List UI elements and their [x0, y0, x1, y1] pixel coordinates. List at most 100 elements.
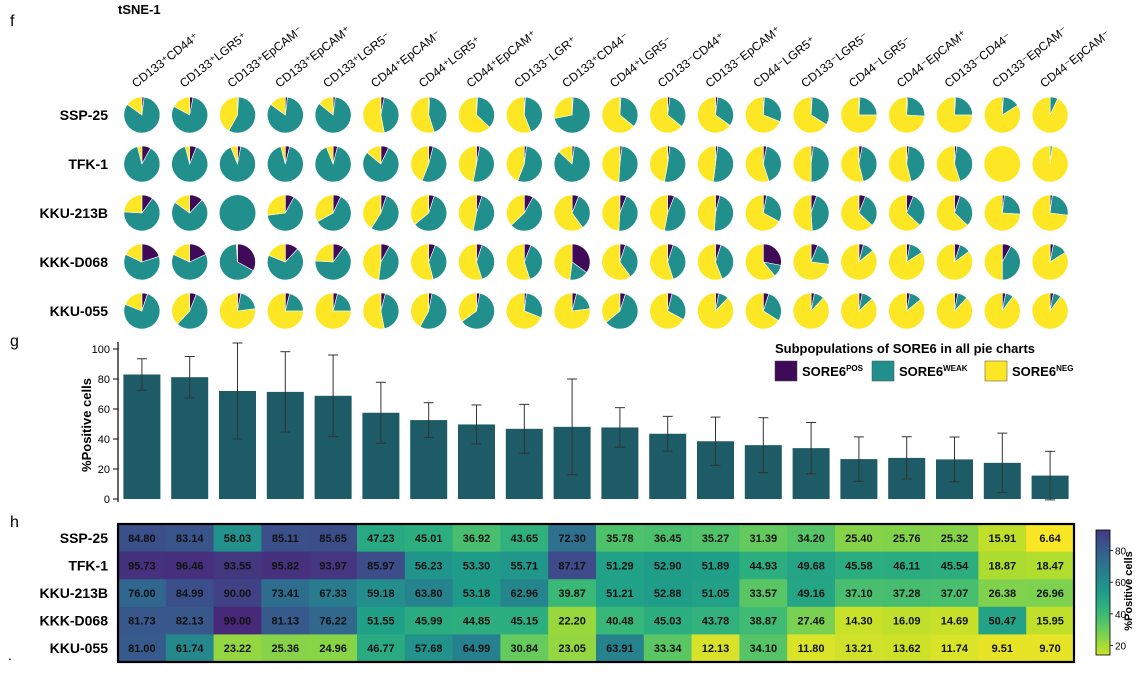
- heatmap-cell: [118, 606, 167, 635]
- colorbar-tick-label: 20: [1115, 642, 1127, 653]
- pie-slice-weak: [414, 195, 447, 232]
- heatmap-cell-label: 37.07: [941, 588, 969, 600]
- pie-slice-neg: [888, 96, 925, 134]
- pie-slice-neg: [792, 194, 813, 232]
- pie-slice-neg: [318, 96, 334, 116]
- pie-slice-neg: [601, 194, 621, 232]
- heatmap-cell-label: 43.78: [702, 616, 730, 628]
- heatmap-cell-label: 34.10: [750, 643, 778, 655]
- pie-slice-weak: [663, 145, 686, 183]
- heatmap-cell-label: 14.69: [941, 616, 969, 628]
- heatmap-cell-label: 61.74: [176, 643, 204, 655]
- pie-slice-weak: [954, 96, 973, 116]
- pie-slice-weak: [461, 292, 495, 330]
- pie-slice-neg: [553, 243, 573, 281]
- pie-slice-weak: [762, 293, 782, 322]
- legend-entry-base: SORE6: [1012, 364, 1056, 379]
- heatmap-cell: [739, 606, 788, 635]
- pie-slice-neg: [362, 292, 385, 330]
- heatmap-cell-label: 53.18: [463, 588, 491, 600]
- heatmap-cell: [739, 579, 788, 608]
- bar-y-ticks: 0 20 40 60 80 100: [92, 344, 118, 506]
- pie-slice-neg: [745, 145, 770, 183]
- pie-slice-neg: [984, 194, 1021, 232]
- pie-slice-neg: [314, 194, 334, 223]
- heatmap-cell-label: 40.48: [606, 616, 634, 628]
- pie-slice-weak: [663, 195, 686, 232]
- heatmap-cell-label: 73.41: [272, 588, 300, 600]
- footnote-mark: .: [8, 647, 12, 663]
- pie-slice-neg: [649, 96, 682, 134]
- pie-slice-weak: [228, 96, 256, 134]
- heatmap-cell-label: 87.17: [558, 560, 586, 572]
- pie-slice-neg: [184, 145, 190, 165]
- pie-slice-neg: [458, 243, 483, 281]
- heatmap-cell: [1026, 579, 1075, 608]
- heatmap-cell-label: 43.65: [511, 533, 539, 545]
- heatmap-cell: [452, 606, 501, 635]
- heatmap-cell: [404, 524, 453, 552]
- pie-slice-neg: [697, 194, 716, 232]
- heatmap-cell-label: 81.73: [128, 616, 156, 628]
- heatmap-cell-label: 36.92: [463, 533, 491, 545]
- heatmap-cell-label: 76.00: [128, 588, 156, 600]
- pie-slice-neg: [601, 243, 631, 281]
- heatmap-cell-label: 95.82: [272, 560, 300, 572]
- heatmap-cell-label: 35.27: [702, 533, 730, 545]
- heatmap-cell: [261, 634, 310, 663]
- heatmap-cell: [643, 579, 692, 608]
- heatmap-cell-label: 62.96: [511, 588, 539, 600]
- pie-slice-neg: [558, 145, 573, 165]
- bar-y-tick-label: 80: [98, 374, 110, 386]
- heatmap-cell: [309, 579, 358, 608]
- heatmap-cell-label: 26.38: [989, 588, 1017, 600]
- pie-slice-neg: [126, 96, 143, 116]
- heatmap-colorbar: 20 40 60 80: [1095, 529, 1127, 656]
- heatmap-cell: [165, 606, 214, 635]
- legend-entry: SORE6WEAK: [899, 364, 968, 379]
- heatmap-cell-label: 45.99: [415, 616, 443, 628]
- pie-slice-weak: [517, 145, 543, 183]
- pie-slice-weak: [476, 96, 495, 128]
- pie-slice-weak: [171, 253, 208, 281]
- heatmap-cell: [835, 551, 884, 580]
- heatmap-cell: [404, 634, 453, 663]
- heatmap-cell-label: 23.05: [558, 643, 586, 655]
- pie-slice-weak: [123, 293, 161, 330]
- pie-slice-weak: [472, 145, 495, 183]
- heatmap-cell-label: 52.88: [654, 588, 682, 600]
- pie-slice-neg: [697, 145, 716, 183]
- pie-slice-neg: [362, 243, 382, 281]
- pie-slice-weak: [858, 96, 878, 116]
- heatmap-cell-label: 33.57: [750, 588, 778, 600]
- bar-series: [123, 342, 1069, 501]
- heatmap-cell: [118, 579, 167, 608]
- heatmap-cell-label: 9.70: [1039, 643, 1060, 655]
- heatmap-cell-label: 25.40: [845, 533, 873, 545]
- heatmap-cell: [118, 551, 167, 580]
- pie-slice-neg: [458, 145, 477, 183]
- heatmap-cell-label: 47.23: [367, 533, 395, 545]
- heatmap-cell: [882, 606, 931, 635]
- pie-slice-weak: [712, 145, 734, 183]
- pie-slice-neg: [410, 194, 429, 225]
- pie-slice-neg: [840, 194, 873, 232]
- pie-slice-weak: [1001, 194, 1021, 215]
- heatmap-cell-label: 9.51: [992, 643, 1013, 655]
- heatmap-cell: [1026, 606, 1075, 635]
- pie-slice-neg: [124, 292, 143, 312]
- legend-entry-base: SORE6: [899, 364, 943, 379]
- heatmap-cell: [261, 524, 310, 552]
- heatmap-cell: [1026, 551, 1075, 580]
- heatmap-cell: [596, 551, 645, 580]
- heatmap-cell: [548, 634, 597, 663]
- pie-slice-neg: [840, 145, 864, 183]
- heatmap-cell: [930, 524, 979, 552]
- pie-slice-neg: [553, 96, 573, 119]
- heatmap-cell-label: 45.03: [654, 616, 682, 628]
- pie-slice-neg: [362, 96, 385, 134]
- heatmap-cell: [213, 634, 262, 663]
- heatmap-cell-label: 15.95: [1036, 616, 1064, 628]
- heatmap-cell-label: 18.47: [1036, 560, 1064, 572]
- pie-slice-neg: [697, 243, 723, 281]
